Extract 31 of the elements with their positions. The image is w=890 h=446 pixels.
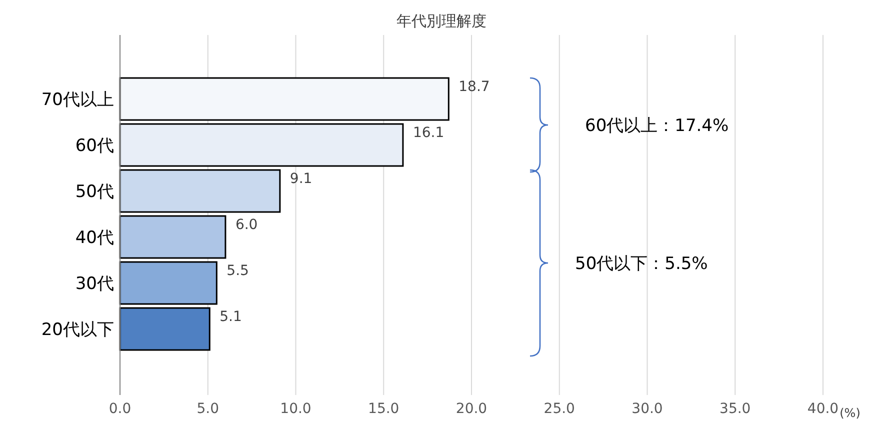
data-label: 5.1 xyxy=(220,309,242,325)
annotation: 50代以下：5.5% xyxy=(575,254,708,274)
data-label: 18.7 xyxy=(458,79,490,95)
y-tick-label: 40代 xyxy=(75,228,114,248)
x-tick-label: 10.0 xyxy=(280,401,312,417)
y-tick-label: 30代 xyxy=(75,274,114,294)
data-label: 5.5 xyxy=(226,263,249,279)
bar xyxy=(119,169,281,213)
x-axis-title: (%) xyxy=(840,406,860,420)
data-label: 9.1 xyxy=(290,171,312,187)
x-tick-label: 5.0 xyxy=(196,401,220,417)
bar xyxy=(119,215,226,259)
x-tick-label: 30.0 xyxy=(632,401,663,417)
bar xyxy=(119,123,404,167)
x-tick-label: 0.0 xyxy=(108,401,132,417)
y-tick-label: 20代以下 xyxy=(41,320,114,340)
data-label: 6.0 xyxy=(235,217,258,233)
y-tick-label: 70代以上 xyxy=(41,90,114,110)
x-tick-label: 15.0 xyxy=(368,401,400,417)
data-label: 16.1 xyxy=(412,125,444,141)
bar xyxy=(119,307,210,351)
x-tick-label: 40.0 xyxy=(807,401,839,417)
y-tick-label: 50代 xyxy=(75,182,114,202)
x-tick-label: 25.0 xyxy=(544,401,575,417)
chart-title: 年代別理解度 xyxy=(396,12,486,30)
x-tick-label: 20.0 xyxy=(456,401,488,417)
annotation: 60代以上：17.4% xyxy=(585,116,729,136)
x-tick-label: 35.0 xyxy=(720,401,751,417)
y-tick-label: 60代 xyxy=(75,136,114,156)
bar xyxy=(119,261,218,305)
bar xyxy=(119,77,450,121)
